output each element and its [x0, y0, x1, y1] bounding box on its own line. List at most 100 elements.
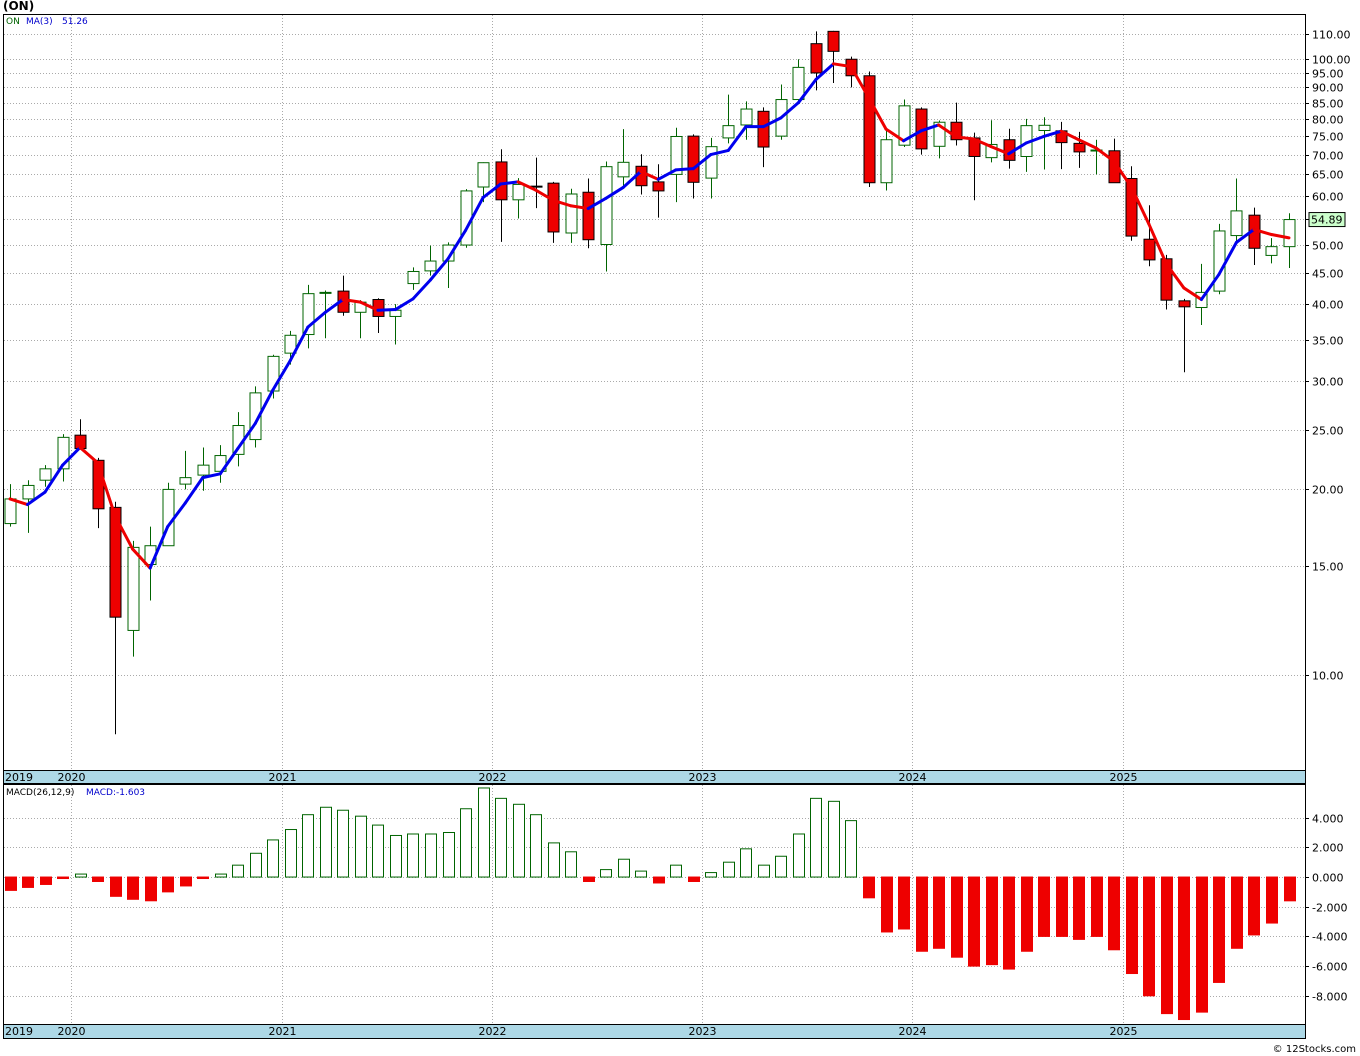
macd-axis-label: -4.000: [1312, 931, 1347, 944]
macd-bar: [916, 876, 928, 952]
candle-body: [302, 293, 315, 336]
macd-bar: [1056, 876, 1068, 937]
macd-bar: [565, 851, 577, 878]
ma3-segment: [148, 525, 170, 570]
macd-bar: [75, 873, 87, 878]
ma3-segment: [586, 196, 608, 211]
price-candle: [792, 59, 805, 101]
candle-body: [267, 355, 280, 392]
ma3-segment: [656, 168, 678, 181]
price-candle: [1125, 166, 1138, 241]
macd-bar: [793, 833, 805, 878]
candle-body: [1213, 230, 1226, 292]
price-candle: [687, 134, 700, 199]
macd-bar: [390, 834, 402, 878]
price-candle: [547, 181, 560, 243]
candle-body: [284, 334, 297, 354]
ma3-segment: [902, 129, 923, 143]
macd-date-axis-band: [3, 1024, 1306, 1039]
candle-body: [1143, 238, 1156, 261]
price-candle: [722, 94, 735, 144]
price-axis-label: 25.00: [1312, 425, 1344, 438]
ma3-segment: [236, 421, 257, 451]
price-axis-label: 100.00: [1312, 54, 1351, 67]
macd-bar: [443, 832, 455, 878]
ma3-segment: [113, 514, 135, 551]
macd-bar: [758, 864, 770, 878]
price-axis-label: 45.00: [1312, 268, 1344, 281]
macd-bar: [320, 806, 332, 878]
macd-bar: [1143, 876, 1155, 997]
macd-bar: [530, 814, 542, 878]
ma3-segment: [61, 445, 82, 467]
candle-body: [1108, 150, 1121, 184]
ma3-segment: [831, 62, 853, 69]
ma3-line: [8, 62, 1291, 570]
ma3-segment: [1077, 138, 1098, 150]
price-candle: [1038, 117, 1051, 170]
price-candle: [407, 267, 420, 290]
candle-body: [1160, 258, 1173, 301]
candle-body: [722, 125, 735, 139]
macd-year-label: 2024: [899, 1025, 927, 1038]
ma3-segment: [341, 298, 362, 304]
price-legend-ma-value: 51.26: [62, 17, 88, 27]
ma3-segment: [1112, 159, 1133, 189]
price-candle: [827, 30, 840, 83]
ma3-segment: [96, 461, 117, 518]
price-axis-label: 65.00: [1312, 169, 1344, 182]
price-year-label: 2021: [269, 771, 297, 784]
ma3-segment: [271, 358, 292, 392]
macd-bar: [688, 876, 700, 882]
candle-body: [950, 121, 963, 141]
price-candle: [1230, 178, 1243, 242]
macd-bar: [1161, 876, 1173, 1015]
macd-bar: [337, 809, 349, 878]
ma3-segment: [464, 196, 485, 232]
ma3-segment: [43, 463, 65, 494]
price-date-axis-band: [3, 770, 1306, 784]
ma3-segment: [8, 497, 30, 507]
macd-bar: [583, 876, 595, 882]
ma3-segment: [1094, 146, 1116, 163]
macd-bar: [267, 839, 279, 878]
ma3-segment: [569, 204, 590, 211]
ma3-segment: [972, 137, 993, 149]
candle-body: [740, 108, 753, 126]
ma3-segment: [621, 170, 643, 189]
macd-bar: [145, 876, 157, 902]
macd-axis-label: -6.000: [1312, 961, 1347, 974]
candle-body: [249, 392, 262, 441]
macd-bar: [898, 876, 910, 930]
candle-body: [863, 75, 876, 184]
ma3-segment: [639, 170, 660, 181]
ma3-segment: [131, 547, 152, 570]
macd-bar: [127, 876, 139, 900]
candle-body: [39, 468, 52, 481]
ma3-segment: [691, 153, 713, 171]
ma3-segment: [376, 308, 397, 312]
macd-bar: [232, 864, 244, 878]
price-candle: [319, 290, 332, 339]
price-year-label: 2022: [479, 771, 507, 784]
macd-bar: [302, 814, 314, 878]
macd-bar: [110, 876, 122, 897]
ma3-segment: [323, 298, 345, 314]
ma3-segment: [1234, 227, 1256, 244]
macd-bar: [5, 876, 17, 891]
price-candle: [1143, 205, 1156, 267]
macd-year-label: 2021: [269, 1025, 297, 1038]
ma3-segment: [849, 65, 871, 99]
macd-bar: [425, 833, 437, 878]
price-candle: [757, 107, 770, 168]
ma3-segment: [26, 490, 47, 507]
macd-bar: [478, 787, 490, 878]
candle-body: [1125, 178, 1138, 237]
candle-body: [22, 484, 35, 500]
macd-bars: [5, 787, 1296, 1021]
macd-bar: [460, 808, 472, 878]
macd-bar: [933, 876, 945, 949]
macd-bar: [968, 876, 980, 967]
candle-body: [424, 260, 437, 272]
candle-body: [687, 135, 700, 183]
